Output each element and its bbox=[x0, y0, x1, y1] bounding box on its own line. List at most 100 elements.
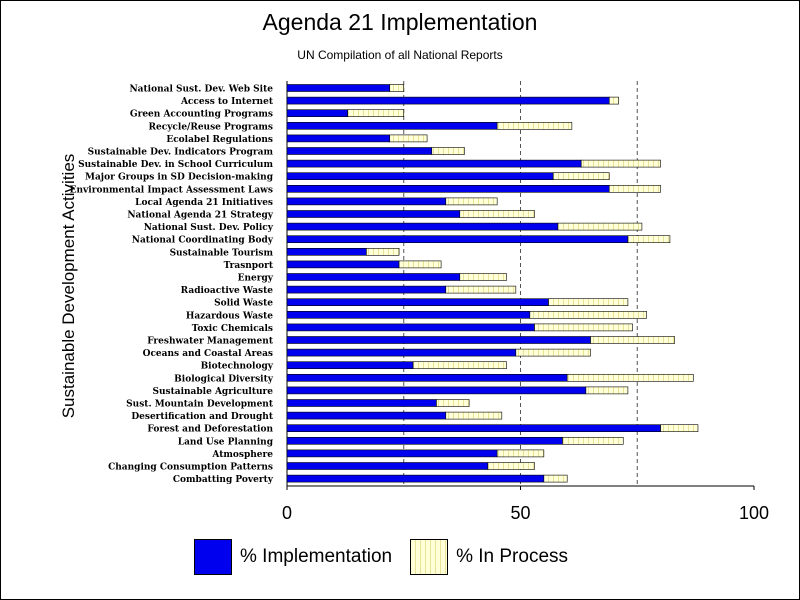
bar-implementation bbox=[286, 260, 400, 269]
bar-implementation bbox=[286, 96, 610, 105]
bar-in-process bbox=[608, 96, 619, 105]
bar-implementation bbox=[286, 134, 391, 143]
bar-implementation bbox=[286, 449, 498, 458]
bar-implementation bbox=[286, 197, 447, 206]
bar-implementation bbox=[286, 159, 582, 168]
category-label: Green Accounting Programs bbox=[130, 110, 273, 120]
bar-implementation bbox=[286, 386, 587, 395]
bar-implementation bbox=[286, 248, 367, 256]
x-tick-label: 100 bbox=[739, 503, 769, 523]
category-label: Sustainable Dev. Indicators Program bbox=[88, 148, 274, 158]
bar-implementation bbox=[286, 109, 349, 117]
bar-in-process bbox=[557, 222, 643, 231]
x-tick-label: 50 bbox=[510, 503, 530, 523]
bar-implementation bbox=[286, 411, 447, 420]
bar-in-process bbox=[459, 210, 535, 218]
category-label: Sustainable Agriculture bbox=[152, 387, 273, 397]
legend-label-implementation: % Implementation bbox=[240, 546, 393, 567]
bar-in-process bbox=[398, 260, 442, 269]
category-label: Biotechnology bbox=[201, 362, 274, 372]
bar-in-process bbox=[347, 109, 405, 117]
category-label: National Sust. Dev. Web Site bbox=[129, 85, 273, 95]
category-label: Oceans and Coastal Areas bbox=[143, 349, 273, 359]
category-label: Atmosphere bbox=[211, 450, 273, 460]
category-label: Energy bbox=[238, 274, 274, 284]
category-label: Sustainable Dev. in School Curriculum bbox=[78, 160, 273, 170]
bar-implementation bbox=[286, 298, 549, 307]
bar-in-process bbox=[445, 285, 517, 294]
category-label: Desertification and Drought bbox=[131, 412, 273, 422]
bar-implementation bbox=[286, 436, 563, 445]
bar-in-process bbox=[580, 159, 661, 168]
bar-in-process bbox=[534, 323, 633, 332]
category-label: Radioactive Waste bbox=[181, 286, 274, 296]
bar-in-process bbox=[366, 248, 400, 256]
bar-in-process bbox=[562, 436, 624, 445]
bar-implementation bbox=[286, 474, 545, 483]
category-label: Ecolabel Regulations bbox=[166, 135, 273, 145]
bar-implementation bbox=[286, 185, 610, 193]
bar-implementation bbox=[286, 273, 461, 281]
bar-implementation bbox=[286, 147, 433, 155]
category-label: Freshwater Management bbox=[147, 337, 274, 347]
bar-in-process bbox=[445, 197, 498, 206]
chart-title: Agenda 21 Implementation bbox=[262, 9, 538, 35]
category-label: Forest and Deforestation bbox=[147, 425, 273, 435]
x-tick-label: 0 bbox=[282, 503, 292, 523]
bar-in-process bbox=[496, 122, 573, 130]
bar-implementation bbox=[286, 399, 437, 407]
bar-implementation bbox=[286, 424, 661, 433]
legend-item-in-process: % In Process bbox=[410, 539, 576, 575]
bar-in-process bbox=[608, 185, 661, 193]
category-label: Biological Diversity bbox=[174, 374, 274, 384]
legend: % Implementation % In Process bbox=[194, 538, 586, 576]
category-label: Sustainable Tourism bbox=[170, 248, 274, 258]
bar-implementation bbox=[286, 310, 531, 319]
bar-implementation bbox=[286, 285, 447, 294]
category-label: Hazardous Waste bbox=[186, 311, 273, 321]
bar-implementation bbox=[286, 336, 591, 344]
bar-implementation bbox=[286, 323, 535, 332]
bar-implementation bbox=[286, 172, 554, 180]
category-label: National Agenda 21 Strategy bbox=[127, 211, 273, 221]
category-label: Environmental Impact Assessment Laws bbox=[70, 185, 273, 195]
bar-implementation bbox=[286, 235, 629, 243]
bar-in-process bbox=[585, 386, 629, 395]
bar-implementation bbox=[286, 373, 568, 382]
bar-implementation bbox=[286, 222, 559, 231]
legend-label-in-process: % In Process bbox=[456, 546, 569, 567]
legend-swatch-implementation bbox=[194, 539, 232, 575]
category-label: Trasnport bbox=[224, 261, 274, 271]
category-label: National Sust. Dev. Policy bbox=[144, 223, 274, 233]
bar-in-process bbox=[515, 348, 591, 357]
category-label: Toxic Chemicals bbox=[192, 324, 273, 334]
bar-in-process bbox=[389, 84, 405, 92]
category-label: Recycle/Reuse Programs bbox=[149, 122, 273, 132]
bar-implementation bbox=[286, 84, 391, 92]
category-label: Changing Consumption Patterns bbox=[108, 463, 273, 473]
bar-implementation bbox=[286, 348, 517, 357]
legend-item-implementation: % Implementation bbox=[194, 539, 400, 575]
bar-in-process bbox=[566, 373, 694, 382]
category-label: Solid Waste bbox=[214, 299, 273, 309]
bar-in-process bbox=[590, 336, 675, 344]
category-label: Combatting Poverty bbox=[173, 475, 274, 485]
bar-in-process bbox=[627, 235, 671, 243]
bar-in-process bbox=[543, 474, 568, 483]
bar-implementation bbox=[286, 462, 489, 470]
category-label: Local Agenda 21 Initiatives bbox=[135, 198, 273, 208]
category-label: Land Use Planning bbox=[178, 437, 274, 447]
bar-in-process bbox=[431, 147, 465, 155]
bar-in-process bbox=[459, 273, 507, 281]
bar-in-process bbox=[548, 298, 629, 307]
bar-implementation bbox=[286, 361, 414, 370]
bar-implementation bbox=[286, 210, 461, 218]
bar-in-process bbox=[412, 361, 507, 370]
chart-subtitle: UN Compilation of all National Reports bbox=[297, 48, 503, 62]
bar-implementation bbox=[286, 122, 498, 130]
bar-in-process bbox=[445, 411, 503, 420]
category-label: Major Groups in SD Decision-making bbox=[85, 173, 274, 183]
bar-in-process bbox=[660, 424, 699, 433]
